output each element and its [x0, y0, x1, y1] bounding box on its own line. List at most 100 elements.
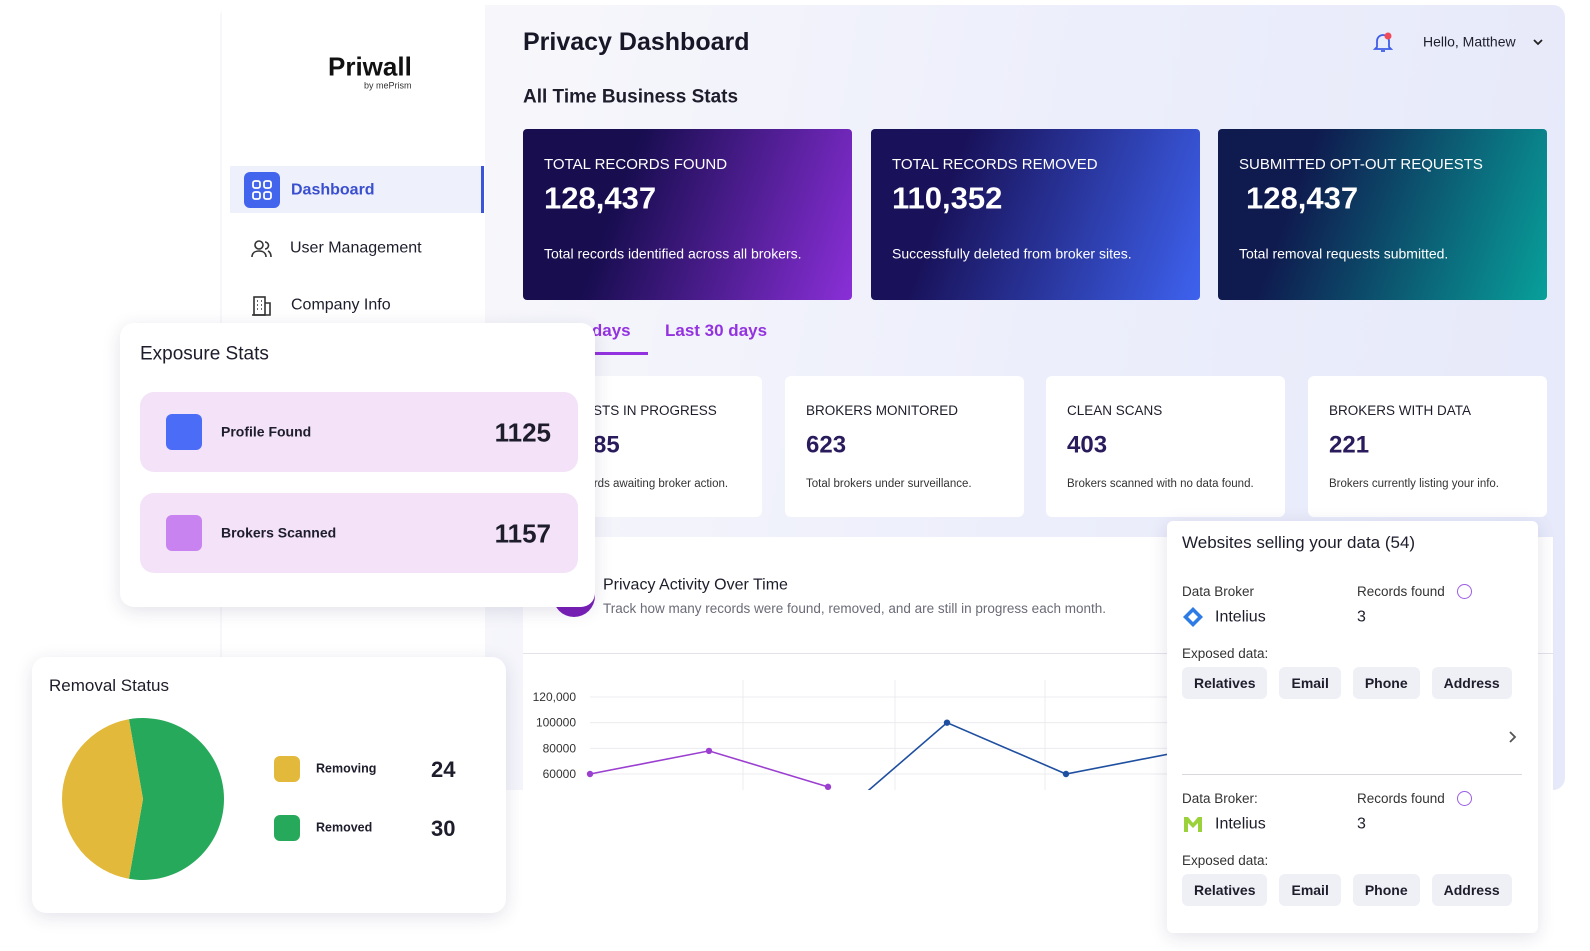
tag-list: Relatives Email Phone Address [1182, 667, 1524, 699]
building-icon [252, 296, 271, 316]
tag: Relatives [1182, 667, 1268, 699]
broker-label: Data Broker: [1182, 790, 1258, 806]
divider [1182, 774, 1522, 775]
summary-value: 110,352 [892, 180, 1003, 216]
exposure-card: Exposure Stats Profile Found 1125 Brokers … [120, 323, 595, 607]
chevron-right[interactable] [1507, 730, 1519, 744]
summary-value: 128,437 [544, 180, 657, 216]
legend-value: 30 [431, 815, 456, 841]
tag: Address [1431, 874, 1512, 906]
y-tick-label: 80000 [543, 741, 577, 755]
chevron-down[interactable] [1532, 36, 1544, 48]
summary-value: 128,437 [1246, 180, 1359, 216]
stat-card: BROKERS WITH DATA 221 Brokers currently li… [1308, 376, 1547, 517]
stat-card: CLEAN SCANS 403 Brokers scanned with no da… [1046, 376, 1285, 517]
tag: Email [1279, 874, 1341, 906]
y-tick-label: 100000 [536, 716, 576, 730]
card-title: Removal Status [49, 675, 169, 695]
websites-card: Websites selling your data (54) Data Bro… [1167, 521, 1538, 933]
exposure-item: Profile Found 1125 [140, 392, 578, 472]
divider [523, 653, 1553, 654]
tag: Phone [1352, 667, 1420, 699]
exposure-label: Profile Found [221, 423, 312, 440]
greeting[interactable]: Hello, Matthew [1423, 33, 1516, 50]
broker-logo [1183, 607, 1203, 627]
tag: Phone [1352, 874, 1420, 906]
records-label: Records found [1357, 790, 1445, 806]
line-point [586, 770, 594, 778]
legend-value: 24 [431, 756, 456, 782]
line-series [867, 721, 1172, 790]
summary-title: TOTAL RECORDS FOUND [544, 156, 728, 173]
chart-subtitle: Track how many records were found, remov… [603, 600, 1106, 616]
nav-label: Dashboard [291, 181, 375, 199]
dashboard-icon [244, 172, 280, 208]
help-icon [1457, 791, 1472, 806]
stat-card: BROKERS MONITORED 623 Total brokers under … [785, 376, 1024, 517]
tag: Relatives [1182, 874, 1268, 906]
line-point [943, 719, 951, 726]
logo-icon [274, 53, 314, 87]
exposure-value: 1157 [494, 518, 551, 549]
line-series [589, 750, 829, 788]
tag: Email [1279, 667, 1341, 699]
exposed-label: Exposed data: [1182, 645, 1269, 661]
card-title: Websites selling your data (54) [1182, 532, 1416, 552]
nav-label[interactable]: User Management [290, 239, 422, 257]
exposure-icon [166, 515, 202, 551]
brand-name: Priwall [328, 51, 412, 82]
summary-description: Total records identified across all brok… [544, 245, 802, 262]
records-label: Records found [1357, 583, 1445, 599]
summary-card: SUBMITTED OPT-OUT REQUESTS 128,437 Total r… [1218, 129, 1547, 300]
tag-list: Relatives Email Phone Address [1182, 874, 1524, 906]
stat-title: BROKERS WITH DATA [1329, 402, 1472, 418]
stat-description: Brokers scanned with no data found. [1067, 478, 1254, 491]
summary-title: TOTAL RECORDS REMOVED [892, 156, 1098, 173]
users-icon [251, 240, 272, 258]
y-tick-label: 120,000 [533, 690, 577, 704]
pie-slice [128, 718, 225, 880]
summary-description: Total removal requests submitted. [1239, 245, 1449, 262]
pie-chart [62, 718, 225, 880]
card-title: Exposure Stats [140, 343, 269, 365]
legend-icon [274, 815, 300, 841]
broker-logo [1184, 817, 1202, 832]
line-chart: 120,000 100000 80000 60000 [533, 680, 1172, 790]
legend-label: Removing [316, 761, 377, 776]
records-value: 3 [1357, 608, 1366, 626]
exposure-icon [166, 414, 202, 450]
page-title: Privacy Dashboard [523, 28, 750, 56]
broker-name: Intelius [1215, 608, 1266, 626]
y-tick-label: 60000 [543, 767, 577, 781]
help-icon [1457, 584, 1472, 599]
summary-card: TOTAL RECORDS FOUND 128,437 Total records … [523, 129, 852, 300]
stat-value: 403 [1067, 431, 1108, 459]
broker-label: Data Broker [1182, 583, 1255, 599]
exposed-label: Exposed data: [1182, 852, 1269, 868]
exposure-label: Brokers Scanned [221, 524, 337, 541]
exposure-value: 1125 [494, 417, 551, 448]
removal-card: Removal Status Removing 24 Removed 30 [32, 657, 506, 913]
records-value: 3 [1357, 815, 1366, 833]
stat-description: Total brokers under surveillance. [806, 478, 972, 491]
stat-value: 623 [806, 431, 847, 459]
line-point [1062, 770, 1070, 778]
line-point [705, 747, 713, 755]
pie-slice [62, 719, 143, 879]
broker-name: Intelius [1215, 815, 1266, 833]
tab[interactable]: Last 30 days [665, 320, 768, 340]
brand-tagline: by mePrism [364, 80, 412, 91]
summary-card: TOTAL RECORDS REMOVED 110,352 Successfully… [871, 129, 1200, 300]
section-title: All Time Business Stats [523, 86, 739, 108]
summary-description: Successfully deleted from broker sites. [892, 245, 1132, 262]
stat-description: Brokers currently listing your info. [1329, 478, 1500, 491]
summary-title: SUBMITTED OPT-OUT REQUESTS [1239, 156, 1483, 173]
stat-value: 221 [1329, 431, 1370, 459]
tag: Address [1431, 667, 1512, 699]
exposure-item: Brokers Scanned 1157 [140, 493, 578, 573]
bell-icon[interactable] [1372, 31, 1394, 53]
legend-label: Removed [316, 820, 373, 835]
nav-label[interactable]: Company Info [291, 296, 391, 314]
nav-item-active[interactable]: Dashboard [230, 166, 484, 213]
chart-title: Privacy Activity Over Time [603, 576, 788, 594]
